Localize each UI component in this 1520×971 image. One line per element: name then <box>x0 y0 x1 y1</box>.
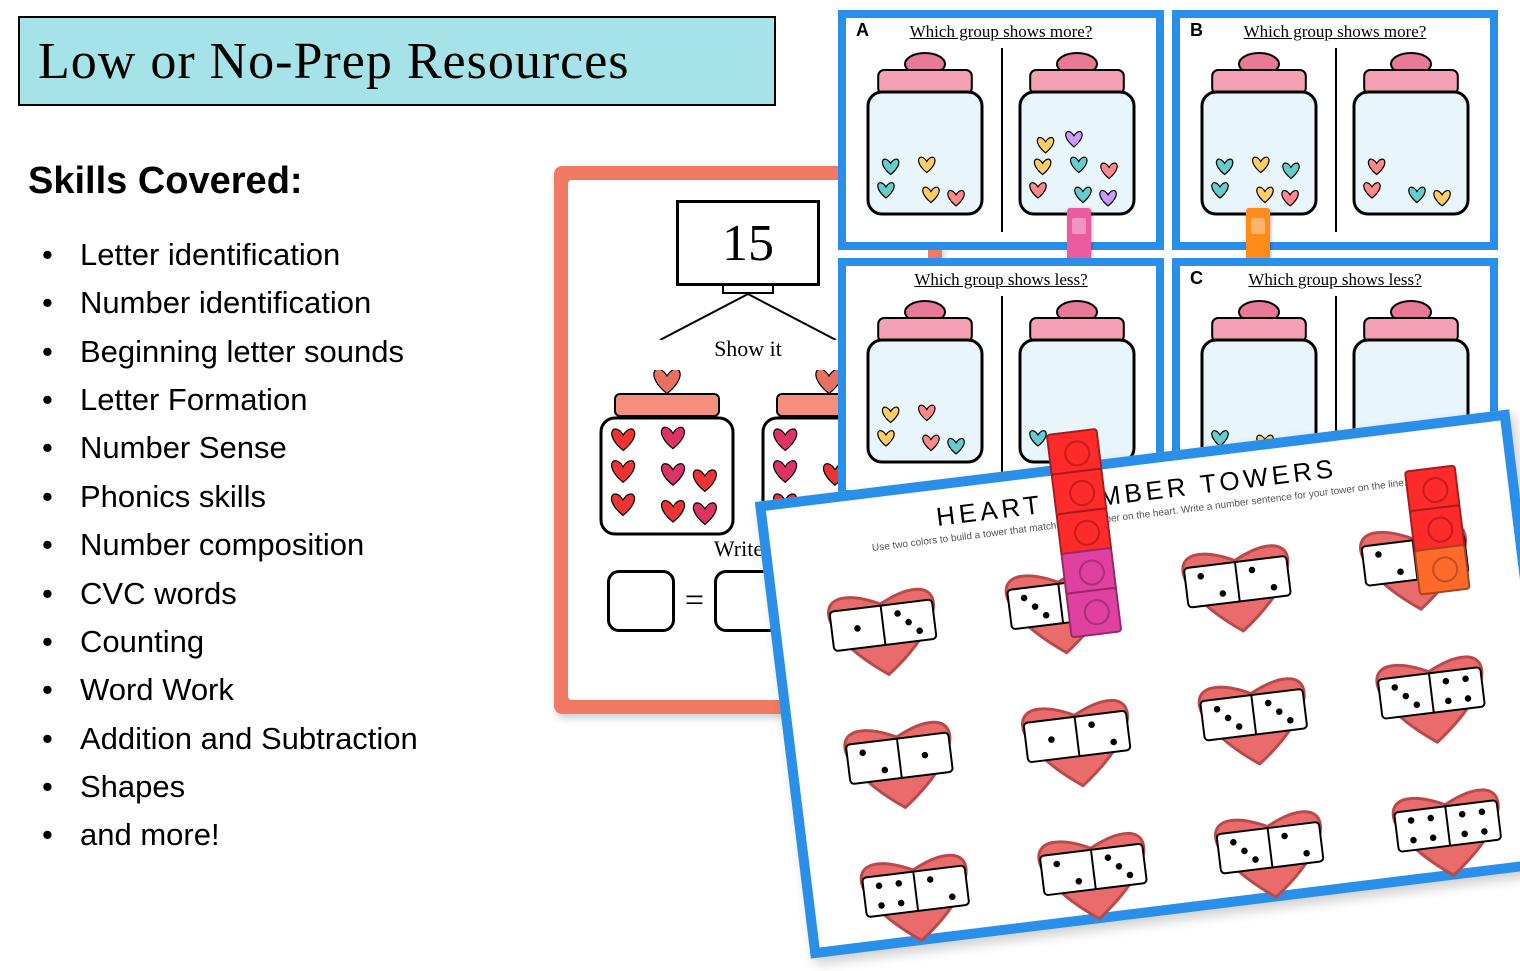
jar-right <box>1012 52 1142 222</box>
card-tag: B <box>1190 20 1203 41</box>
skills-item: CVC words <box>28 570 548 618</box>
heart-domino-cell <box>792 554 974 698</box>
heart-domino-cell <box>808 686 990 830</box>
skills-item: Number identification <box>28 279 548 327</box>
card-question: Which group shows less? <box>854 270 1148 290</box>
skills-item: Number Sense <box>28 424 548 472</box>
card-question: Which group shows more? <box>854 22 1148 42</box>
jar-right <box>1346 52 1476 222</box>
skills-item: and more! <box>28 811 548 859</box>
heart-domino-cell <box>1002 798 1184 942</box>
skills-item: Phonics skills <box>28 473 548 521</box>
title-text: Low or No-Prep Resources <box>38 32 630 91</box>
jar-left <box>1194 52 1324 222</box>
heart-domino-cell <box>985 665 1167 809</box>
jar-left <box>860 300 990 470</box>
heart-domino-cell <box>1340 621 1520 765</box>
heart-domino-cell <box>1179 776 1361 920</box>
skills-item: Letter Formation <box>28 376 548 424</box>
skills-item: Counting <box>28 618 548 666</box>
skills-item: Beginning letter sounds <box>28 328 548 376</box>
heart-domino-cell <box>1146 510 1328 654</box>
result-box <box>607 570 675 632</box>
clip-card: A Which group shows more? <box>838 10 1164 250</box>
heart-towers-worksheet: HEART NUMBER TOWERS Use two colors to bu… <box>755 409 1520 958</box>
skills-item: Number composition <box>28 521 548 569</box>
heart-domino-cell <box>1356 754 1520 898</box>
jar-left <box>860 52 990 222</box>
skills-item: Letter identification <box>28 231 548 279</box>
heart-domino-cell <box>825 819 1007 963</box>
jar-left <box>593 370 741 540</box>
title-banner: Low or No-Prep Resources <box>18 16 776 106</box>
skills-item: Word Work <box>28 666 548 714</box>
heart-domino-cell <box>1163 643 1345 787</box>
clip-card: B Which group shows more? <box>1172 10 1498 250</box>
equals-sign: = <box>685 582 704 620</box>
skills-heading: Skills Covered: <box>28 160 548 203</box>
card-question: Which group shows more? <box>1188 22 1482 42</box>
skills-section: Skills Covered: Letter identificationNum… <box>28 160 548 860</box>
card-tag: C <box>1190 268 1203 289</box>
skills-item: Addition and Subtraction <box>28 715 548 763</box>
skills-list: Letter identificationNumber identificati… <box>28 231 548 860</box>
card-question: Which group shows less? <box>1188 270 1482 290</box>
number-box: 15 <box>676 200 820 286</box>
card-tag: A <box>856 20 869 41</box>
skills-item: Shapes <box>28 763 548 811</box>
